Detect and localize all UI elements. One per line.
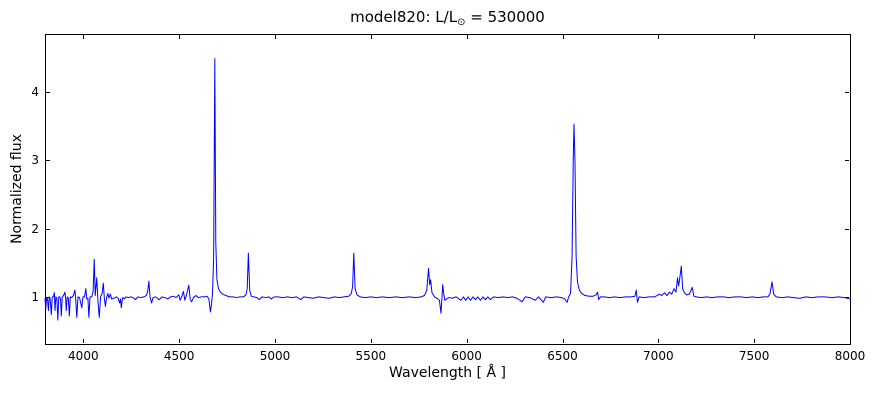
x-tick-label: 5000	[259, 349, 291, 363]
plot-title: model820: L/L⊙ = 530000	[45, 8, 850, 28]
sun-symbol: ⊙	[457, 17, 466, 28]
y-tick-label: 2	[31, 221, 39, 236]
plot-title-suffix: = 530000	[465, 8, 545, 26]
x-tick-label: 8000	[834, 349, 866, 363]
y-tick-label: 4	[31, 85, 39, 100]
x-axis-label: Wavelength [ Å ]	[389, 365, 506, 381]
x-tick-label: 7500	[738, 349, 770, 363]
x-tick-label: 7000	[643, 349, 674, 363]
plot-title-prefix: model820: L/L	[350, 8, 458, 26]
y-tick-label: 1	[31, 289, 39, 304]
x-tick-label: 6500	[547, 349, 578, 363]
x-tick-label: 5500	[355, 349, 387, 363]
plot-frame	[45, 34, 851, 345]
y-axis-label: Normalized flux	[9, 134, 25, 244]
y-tick-label: 3	[31, 153, 39, 168]
axis-ticks	[46, 35, 851, 343]
x-tick-label: 4500	[163, 349, 195, 363]
x-tick-label: 6000	[451, 349, 482, 363]
x-tick-label: 4000	[68, 349, 99, 363]
spectrum-line	[44, 58, 851, 321]
